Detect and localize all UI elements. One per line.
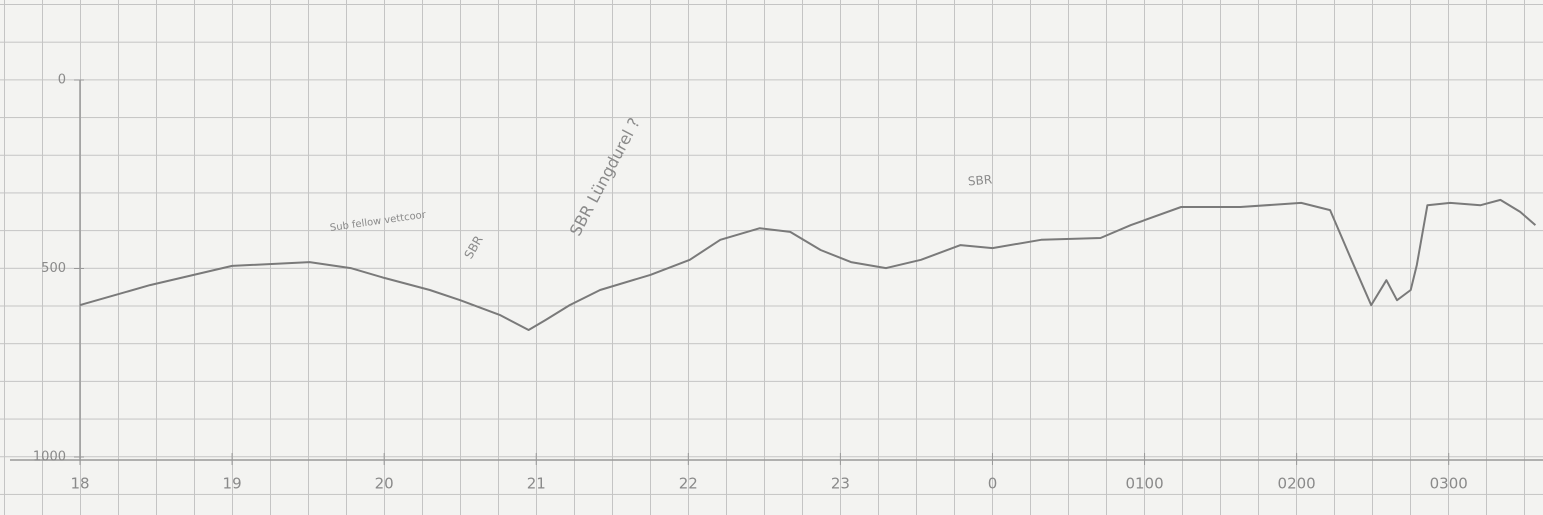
x-tick-label: 21 <box>527 475 546 493</box>
x-tick-label: 0200 <box>1278 475 1316 493</box>
y-tick-label: 500 <box>41 261 66 276</box>
x-tick-label: 20 <box>375 475 394 493</box>
x-tick-label: 0 <box>988 475 998 493</box>
annotation: SBR <box>462 233 486 261</box>
x-tick-label: 22 <box>679 475 698 493</box>
trace-line <box>79 198 1537 331</box>
y-tick-label: 0 <box>58 73 66 88</box>
x-tick-label: 0300 <box>1430 475 1468 493</box>
annotation: Sub fellow vettcoor <box>329 209 427 233</box>
x-tick-label: 0100 <box>1125 475 1163 493</box>
annotation: SBR <box>967 172 992 188</box>
x-tick-label: 18 <box>70 475 89 493</box>
annotation: SBR Lüngdurel ? <box>566 115 644 239</box>
y-tick-label: 1000 <box>33 450 66 465</box>
x-tick-label: 19 <box>223 475 242 493</box>
x-tick-label: 23 <box>831 475 850 493</box>
